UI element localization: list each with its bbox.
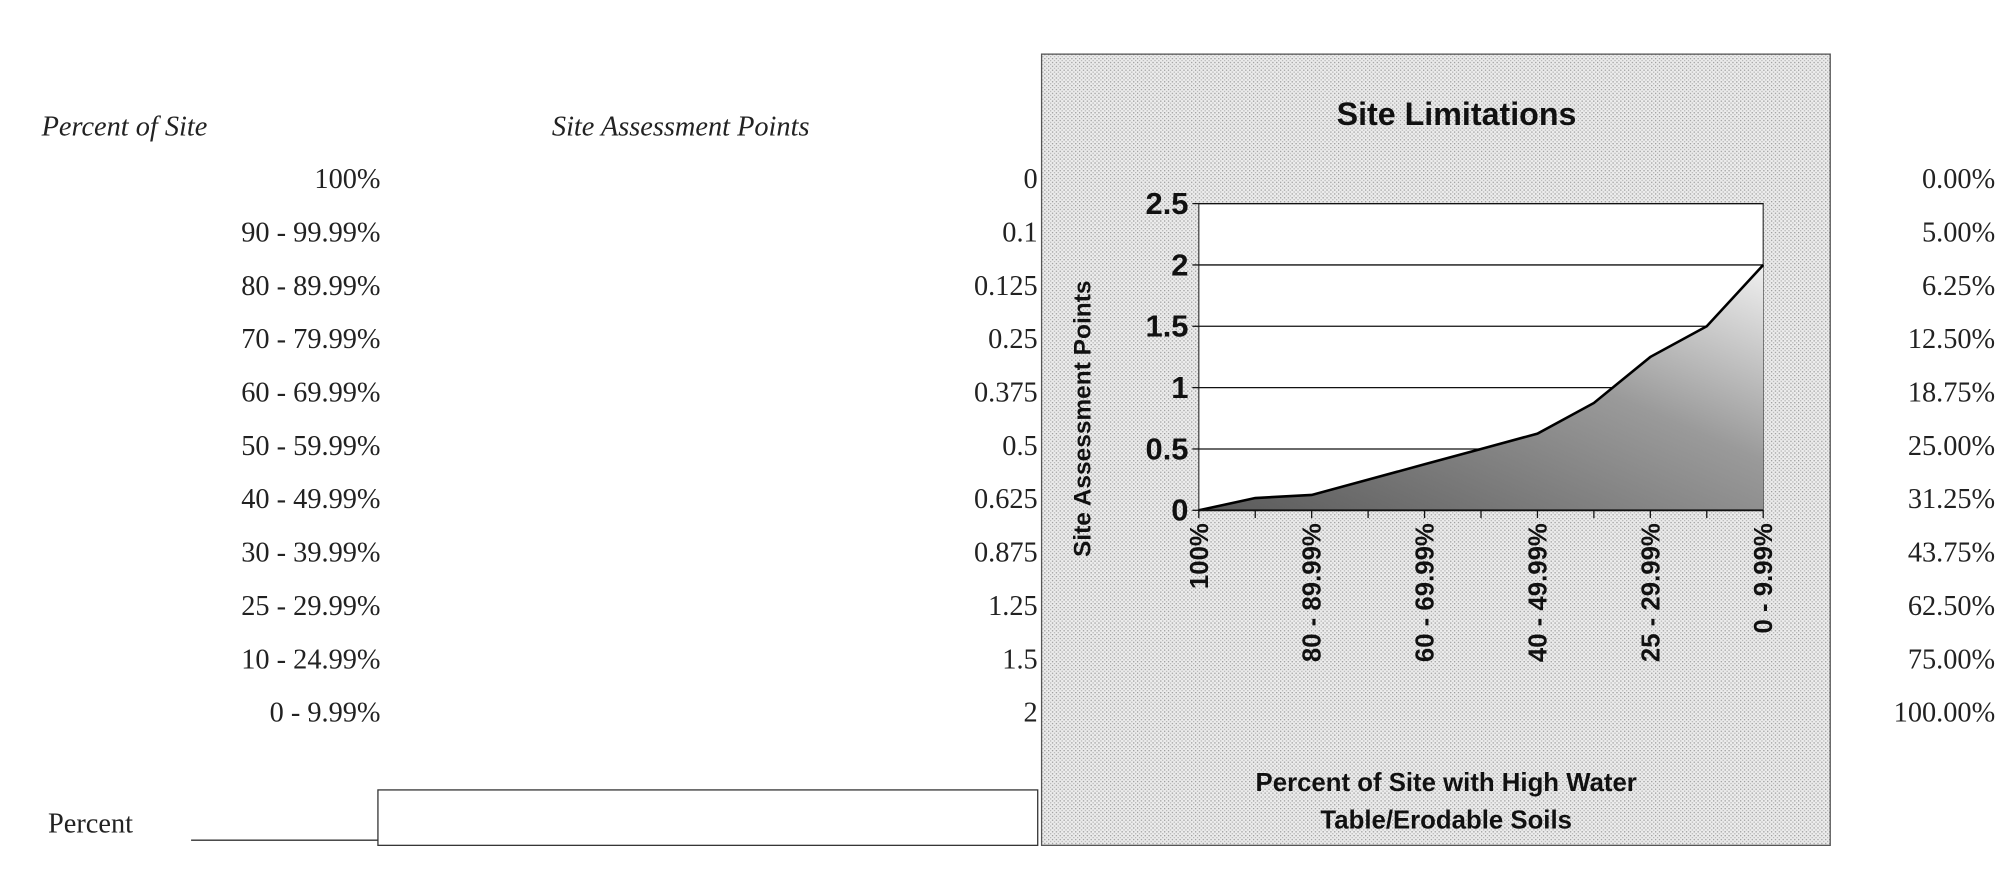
cell: 0.1 <box>1002 217 1037 248</box>
cell: 2 <box>1024 698 1038 729</box>
cell: 5.00% <box>1922 217 1995 248</box>
cell: 1.5 <box>1002 644 1037 675</box>
cell: 70 - 79.99% <box>241 324 380 355</box>
cell: 0.125 <box>974 271 1038 302</box>
x-tick-label: 25 - 29.99% <box>1637 523 1665 662</box>
cell: 43.75% <box>1908 538 1995 569</box>
cell: 0 - 9.99% <box>270 698 381 729</box>
y-tick-label: 2 <box>1171 247 1188 282</box>
cell: 0.875 <box>974 538 1038 569</box>
percent-input[interactable] <box>377 789 1039 846</box>
header: Site Assessment Points <box>552 111 810 142</box>
cell: 0.375 <box>974 378 1038 409</box>
cell: 25 - 29.99% <box>241 591 380 622</box>
header: Percent of Site <box>41 111 208 142</box>
cell: 0 <box>1024 164 1038 195</box>
x-tick-label: 100% <box>1186 523 1214 589</box>
y-tick-label: 1 <box>1171 370 1188 405</box>
cell: 1.25 <box>988 591 1038 622</box>
x-axis-title: Table/Erodable Soils <box>1320 807 1572 835</box>
line <box>1198 264 1765 512</box>
x-axis-title: Percent of Site with High Water <box>1256 769 1637 797</box>
cell: 100.00% <box>1894 698 1996 729</box>
cell: 30 - 39.99% <box>241 538 380 569</box>
cell: 0.25 <box>988 324 1038 355</box>
y-tick-label: 0 <box>1171 493 1188 528</box>
y-axis-title: Site Assessment Points <box>1070 281 1097 558</box>
x-tick-label: 0 - 9.99% <box>1750 523 1778 633</box>
cell: 75.00% <box>1908 644 1995 675</box>
cell: 90 - 99.99% <box>241 217 380 248</box>
x-tick-label: 80 - 89.99% <box>1299 523 1327 662</box>
cell: 0.5 <box>1002 431 1037 462</box>
x-tick-label: 60 - 69.99% <box>1412 523 1440 662</box>
cell: 100% <box>314 164 380 195</box>
cell: 10 - 24.99% <box>241 644 380 675</box>
cell: 62.50% <box>1908 591 1995 622</box>
y-tick-label: 2.5 <box>1146 186 1189 221</box>
cell: 18.75% <box>1908 378 1995 409</box>
y-tick-label: 0.5 <box>1146 431 1189 466</box>
cell: 6.25% <box>1922 271 1995 302</box>
cell: 80 - 89.99% <box>241 271 380 302</box>
cell: 31.25% <box>1908 484 1995 515</box>
cell: 60 - 69.99% <box>241 378 380 409</box>
input-label: Percent <box>48 808 133 839</box>
cell: 12.50% <box>1908 324 1995 355</box>
cell: 0.625 <box>974 484 1038 515</box>
area <box>1198 264 1764 511</box>
cell: 25.00% <box>1908 431 1995 462</box>
cell: 0.00% <box>1922 164 1995 195</box>
table: Percent of Site Site Assessment Points 1… <box>41 111 1996 728</box>
chart-title: Site Limitations <box>1337 96 1577 132</box>
x-tick-label: 40 - 49.99% <box>1524 523 1552 662</box>
cell: 50 - 59.99% <box>241 431 380 462</box>
y-tick-label: 1.5 <box>1146 309 1189 344</box>
chart: Site Limitations Site Assessment Points … <box>1040 53 1831 846</box>
cell: 40 - 49.99% <box>241 484 380 515</box>
